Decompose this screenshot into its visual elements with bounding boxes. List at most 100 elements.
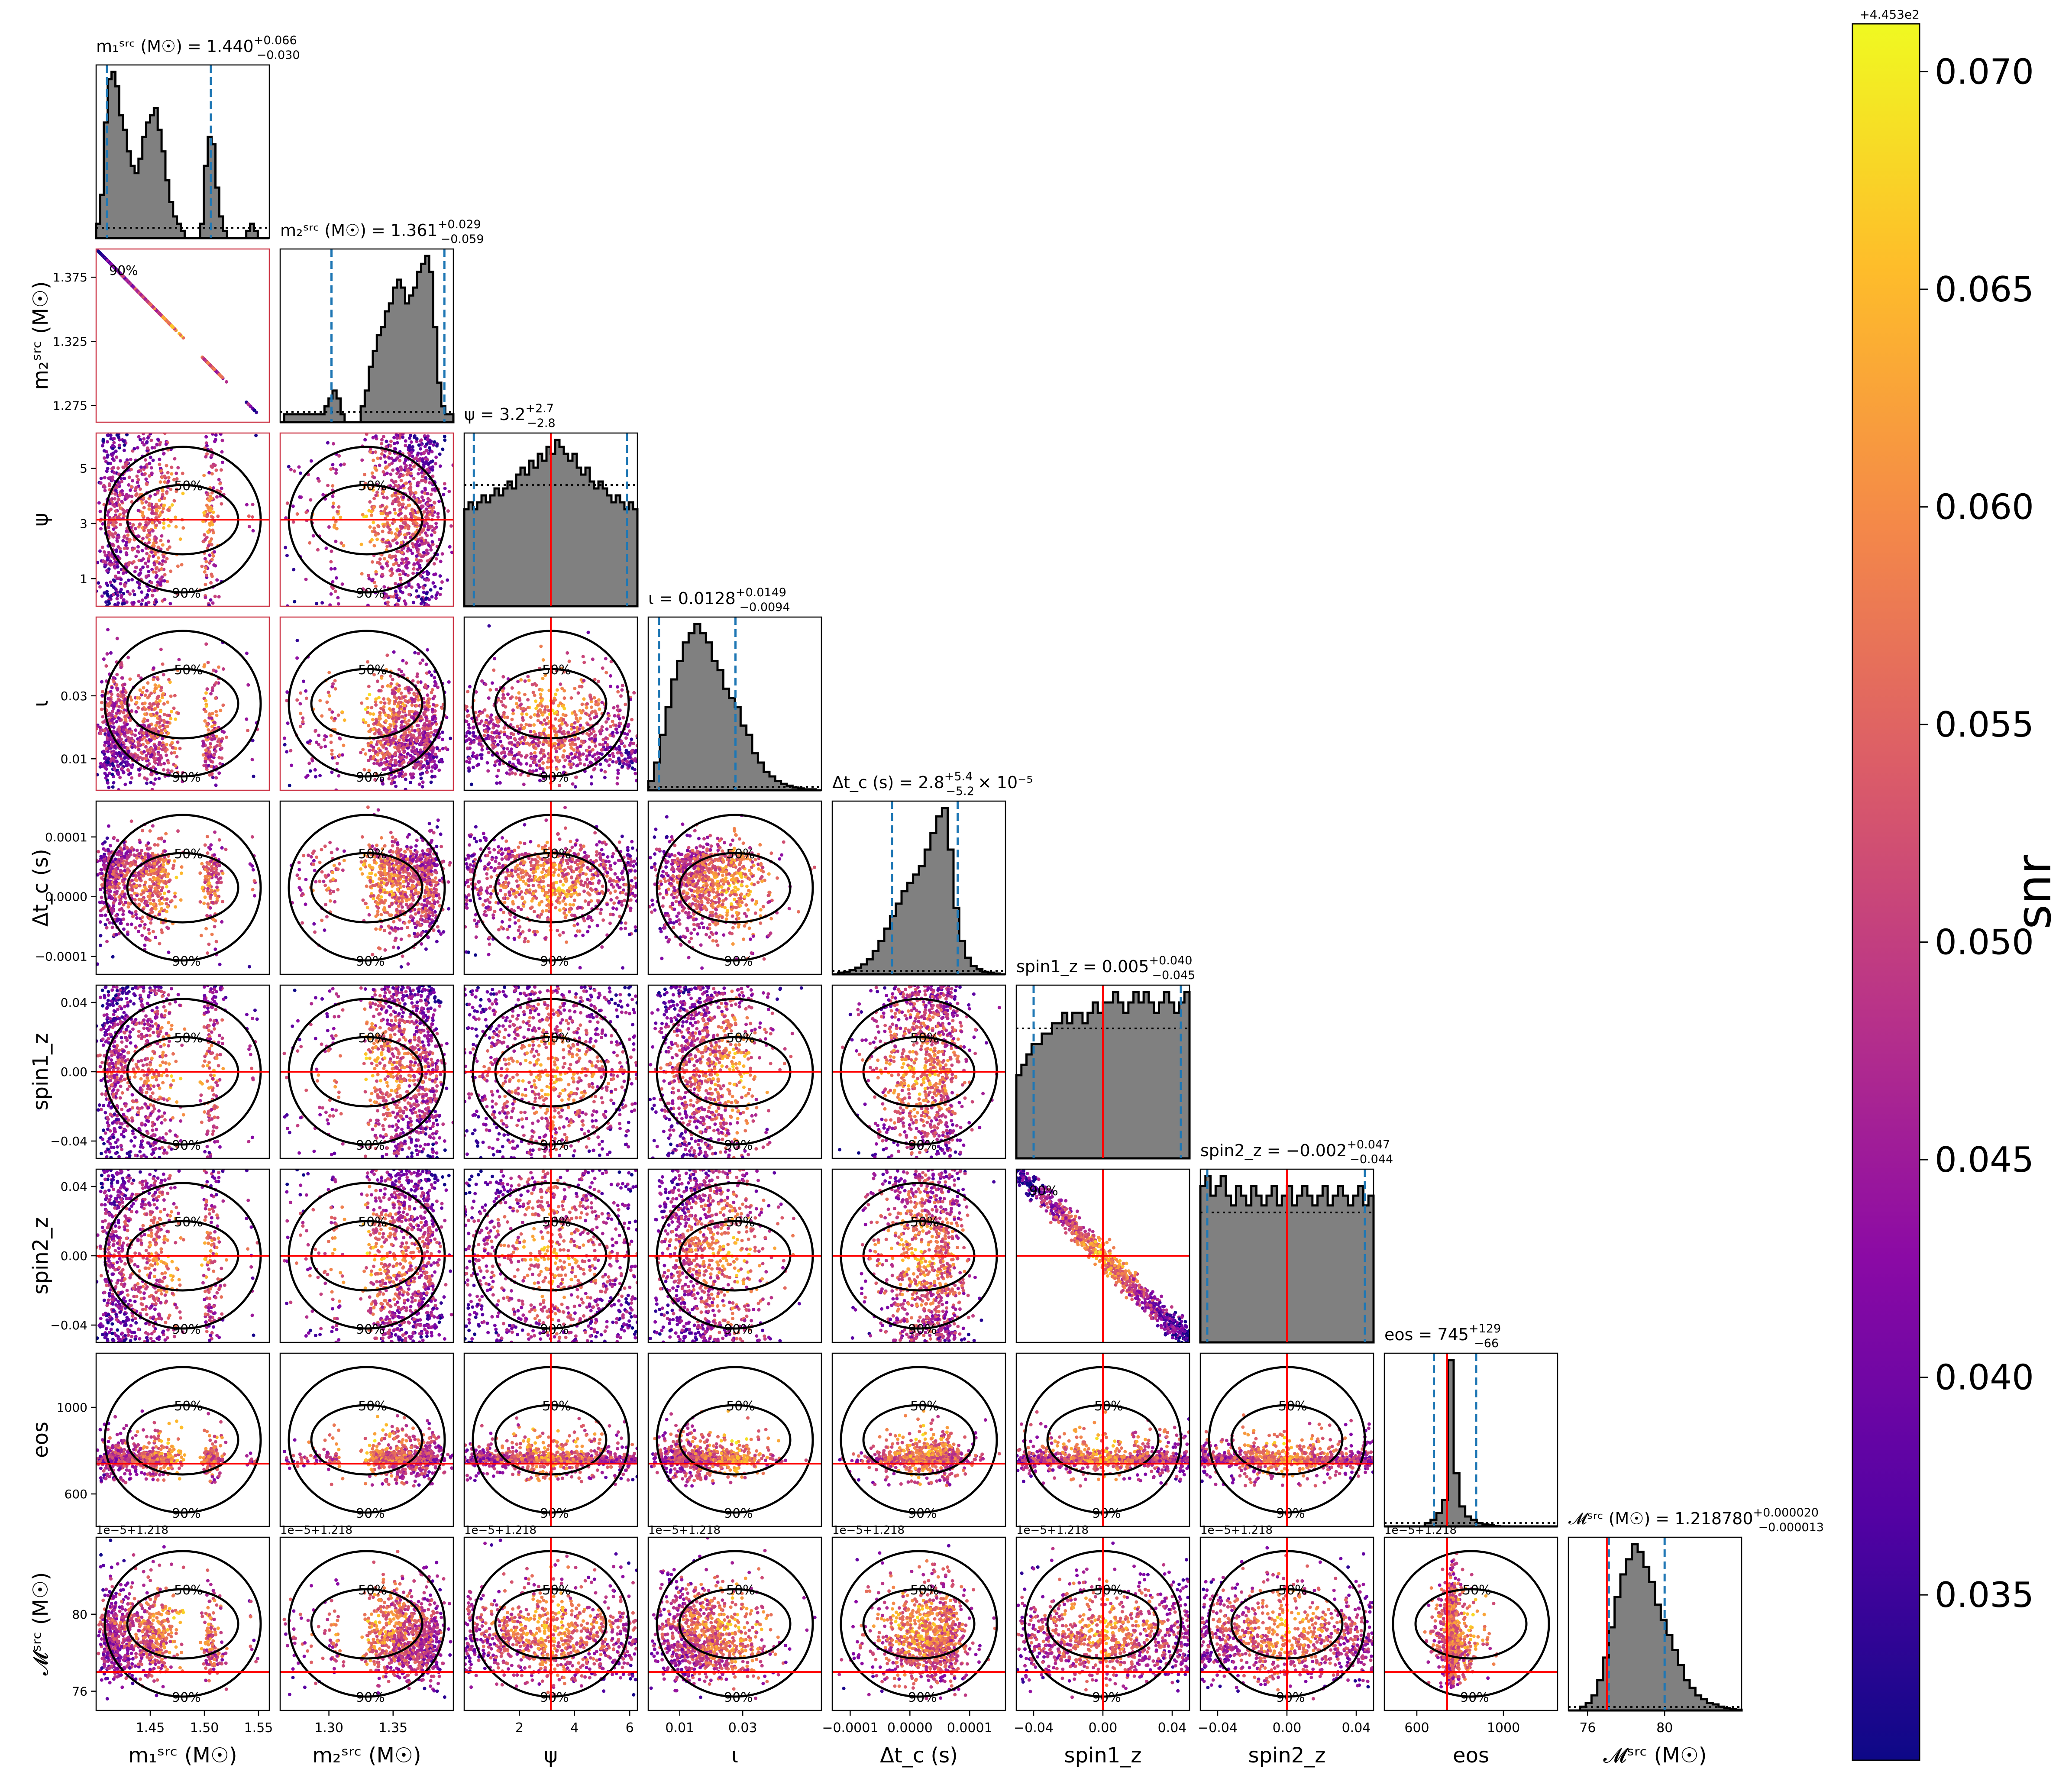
x-axis-label: m₂ˢʳᶜ (M☉): [312, 1743, 421, 1768]
contour-label: 90%: [1460, 1690, 1489, 1705]
panel-dtc-m2: 50% 90%: [279, 800, 454, 975]
panel-frame: [279, 1168, 454, 1343]
contour-label: 50%: [726, 847, 755, 862]
panel-psi-m2: 50% 90%: [279, 432, 454, 607]
y-axis-label: eos: [29, 1422, 53, 1458]
contour-label: 50%: [358, 1399, 387, 1414]
panel-frame: [1199, 1168, 1374, 1343]
panel-mchirp-m2: 50% 90% 1.30 1.35 m₂ˢʳᶜ (M☉) 1e−5+1.218: [279, 1524, 454, 1768]
panel-frame: [463, 432, 638, 607]
y-tick-label: 5: [80, 462, 87, 476]
y-tick-label: 1.275: [53, 398, 87, 413]
contour-50: [310, 1404, 423, 1476]
x-tick-label: 0.03: [728, 1720, 757, 1736]
scatter-points: [282, 1169, 453, 1342]
scatter-points: [282, 1414, 453, 1488]
x-tick-label: 4: [570, 1720, 579, 1736]
contour-label: 90%: [908, 1138, 937, 1153]
x-tick-label: 1.30: [314, 1720, 343, 1736]
contour-label: 50%: [358, 1215, 387, 1230]
y-axis-label: m₂ˢʳᶜ (M☉): [29, 281, 53, 390]
scatter-points: [96, 628, 259, 790]
scatter-points: [649, 1537, 817, 1700]
colorbar-tick-label: 0.065: [1935, 269, 2034, 310]
contour-90: [288, 814, 446, 962]
hist-title: Δt_c (s) = 2.8+5.4 −5.2 × 10⁻⁵: [832, 770, 1033, 798]
panel-frame: [463, 1352, 638, 1527]
y-axis-label: spin1_z: [29, 1033, 53, 1111]
contour-label: 50%: [910, 1399, 939, 1414]
contour-90: [103, 1550, 262, 1698]
contour-90: [1392, 1550, 1550, 1698]
hist-title: m₁ˢʳᶜ (M☉) = 1.440+0.066 −0.030: [96, 34, 300, 62]
x-axis-label: ι: [731, 1743, 738, 1768]
x-tick-label: 0.04: [1342, 1720, 1371, 1736]
x-tick-label: 1000: [1487, 1720, 1520, 1736]
x-axis-label: spin1_z: [1064, 1743, 1142, 1768]
hist-title: spin2_z = −0.002+0.047 −0.044: [1200, 1138, 1393, 1166]
panel-iota-psi: 50% 90%: [463, 616, 638, 791]
contour-label: 50%: [726, 1399, 755, 1414]
contour-50: [310, 668, 423, 740]
hist-bars: [1568, 1543, 1743, 1712]
hist-title: spin1_z = 0.005+0.040 −0.045: [1016, 954, 1195, 982]
offset-text: 1e−5+1.218: [1016, 1524, 1089, 1537]
x-tick-label: 0.00: [1089, 1720, 1118, 1736]
scatter-points: [282, 639, 453, 790]
panel-spin2z-m1: 50% 90% −0.04 0.00 0.04 spin2_z: [29, 1168, 270, 1343]
contour-50: [126, 852, 239, 924]
contour-50: [862, 1588, 976, 1660]
panel-frame: [463, 616, 638, 791]
scatter-points: [1016, 1541, 1190, 1699]
x-tick-label: 0.01: [665, 1720, 694, 1736]
panel-eos-m1: 50% 90% 600 1000 eos: [29, 1352, 270, 1527]
contour-label: 50%: [358, 1583, 387, 1598]
colorbar: +4.453e2 0.035 0.040 0.045 0.050 0.055 0.060 0.…: [1852, 7, 2062, 1761]
contour-label: 90%: [540, 954, 569, 969]
colorbar-tick-label: 0.035: [1935, 1575, 2034, 1615]
x-axis-label: spin2_z: [1248, 1743, 1326, 1768]
scatter-points: [96, 249, 259, 414]
panel-frame: [95, 616, 270, 791]
panel-psi-psi: ψ = 3.2+2.7 −2.8: [463, 402, 639, 608]
y-tick-label: 0.00: [61, 1065, 87, 1079]
panel-eos-eos: eos = 745+129 −66: [1383, 1322, 1558, 1528]
x-tick-label: −0.04: [1014, 1720, 1054, 1736]
x-tick-label: −0.0001: [822, 1720, 878, 1736]
contour-90: [103, 814, 262, 962]
contour-label: 50%: [542, 663, 571, 678]
hist-title: m₂ˢʳᶜ (M☉) = 1.361+0.029 −0.059: [280, 218, 484, 246]
offset-text: 1e−5+1.218: [1200, 1524, 1273, 1537]
panel-frame: [647, 616, 822, 791]
contour-label: 90%: [172, 770, 201, 785]
y-tick-label: 0.04: [61, 996, 87, 1010]
contour-90: [103, 630, 262, 778]
x-tick-label: 0.0000: [887, 1720, 933, 1736]
panel-mchirp-psi: 50% 90% 2 4 6 ψ 1e−5+1.218: [463, 1524, 638, 1768]
panel-frame: [831, 1536, 1006, 1711]
panel-frame: [831, 1168, 1006, 1343]
contour-50: [1414, 1588, 1528, 1660]
panel-frame: [831, 984, 1006, 1159]
contour-90: [840, 1366, 998, 1514]
y-axis-label: ψ: [29, 513, 53, 527]
colorbar-tick-label: 0.055: [1935, 705, 2034, 745]
x-tick-label: 1.35: [378, 1720, 407, 1736]
contour-label: 50%: [174, 1583, 203, 1598]
hist-bars: [280, 255, 455, 424]
x-axis-label: Δt_c (s): [880, 1743, 958, 1768]
contour-label: 50%: [910, 1215, 939, 1230]
panel-spin2z-m2: 50% 90%: [279, 1168, 454, 1343]
x-tick-label: 0.04: [1158, 1720, 1187, 1736]
contour-90: [288, 1550, 446, 1698]
contour-label: 50%: [1462, 1583, 1491, 1598]
x-tick-label: 6: [626, 1720, 634, 1736]
hist-bars: [1384, 1359, 1558, 1528]
contour-label: 50%: [910, 1583, 939, 1598]
panel-dtc-iota: 50% 90%: [647, 800, 822, 975]
scatter-points: [97, 1539, 260, 1701]
x-axis-label: m₁ˢʳᶜ (M☉): [128, 1743, 237, 1768]
scatter-points: [1200, 1546, 1374, 1700]
contour-label: 50%: [542, 1215, 571, 1230]
contour-label: 50%: [358, 847, 387, 862]
